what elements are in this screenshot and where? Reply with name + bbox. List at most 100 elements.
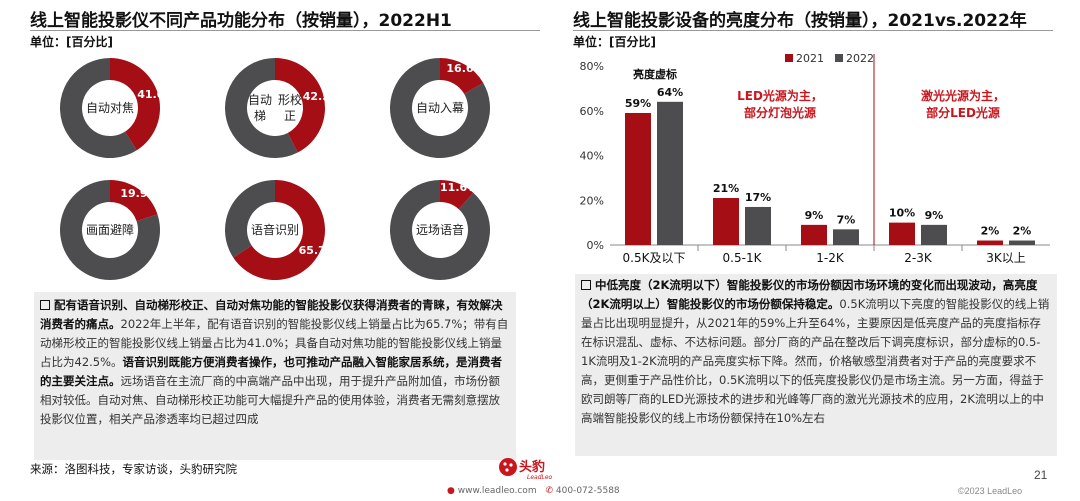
legend-swatch-2022 [835,54,843,62]
donut-value-label: 19.9% [120,186,159,200]
x-tick-label: 1-2K [816,251,845,265]
legend-label: 2022 [846,52,874,65]
x-tick-label: 0.5K及以下 [623,251,686,265]
donut-remainder-slice [59,180,160,280]
donut-label-line: 远场 [415,223,440,237]
donut-chart: 自动 对焦 41.0% [50,48,175,168]
x-tick-label: 3K以上 [986,251,1026,265]
bar-2022 [657,101,683,245]
y-tick-label: 80% [580,60,604,73]
donut-label-line: 语音 [440,223,465,237]
bar-data-label: 2% [1013,225,1032,238]
x-tick-label: 2-3K [904,251,933,265]
x-tick-label: 0.5-1K [723,251,763,265]
left-para2-bold: 语音识别既能方便消费者操作，也可推动产品融入智能家居系统，是消费者的主要关注点。 [40,355,503,388]
checkbox-bullet-icon [581,279,591,290]
bar-data-label: 21% [713,182,739,195]
donut-value-slice [440,58,484,94]
bar-2021 [625,112,651,245]
phone-icon: ✆ [545,486,554,496]
donut-value-slice [110,58,160,151]
bar-data-label: 9% [925,209,944,222]
bar-2021 [889,222,915,245]
donut-value-label: 41.0% [137,88,176,102]
bar-data-label: 59% [625,97,651,110]
donut-value-slice [110,180,158,222]
donut-center-label: 自动 对焦 [80,80,140,136]
left-unit-label: 单位：[百分比] [30,35,113,49]
bar-data-label: 2% [981,225,1000,238]
left-text-box: 配有语音识别、自动梯形校正、自动对焦功能的智能投影仪获得消费者的青睐，有效解决消… [34,292,516,460]
bar-data-label: 9% [805,209,824,222]
bar-2022 [921,224,947,245]
right-panel-title: 线上智能投影设备的亮度分布（按销量），2021vs.2022年 [573,11,1027,31]
left-para2-text: 远场语音在主流厂商的中高端产品中出现，用于提升产品附加值，市场份额相对较低。自动… [40,374,500,426]
bar-2021 [801,224,827,245]
donut-chart: 语音 识别 65.7% [215,170,337,290]
donut-chart: 自动 入幕 16.6% [380,48,500,168]
phone-text: 400-072-5588 [555,486,620,496]
right-unit-label: 单位：[百分比] [573,35,656,49]
y-tick-label: 20% [580,194,604,207]
bar-2021 [713,198,739,245]
leadleo-logo: 头豹 LeadLeo [497,455,561,481]
donut-label-line: 自动梯 [247,93,272,123]
website-text[interactable]: www.leadleo.com [457,486,537,496]
copyright-text: ©2023 LeadLeo [958,486,1023,496]
legend-label: 2021 [796,52,824,65]
donut-label-line: 画面 [85,223,110,237]
donut-value-slice [440,180,474,210]
brightness-bar-chart: 0% 20% 40% 60% 80% 59% 64% 0.5K及以下 21% 17% 0.5-1K 9… [580,52,1050,265]
logo-text: 头豹 [519,459,545,475]
legend-swatch-2021 [785,54,793,62]
bar-2022 [745,206,771,245]
left-para1-text: 2022年上半年，配有语音识别的智能投影仪线上销量占比为65.7%；带有自动梯形… [40,317,509,369]
donut-value-label: 42.5% [302,90,341,104]
donut-center-label: 语音 识别 [245,202,305,258]
globe-icon: ● [447,486,455,496]
donut-label-line: 入幕 [440,101,465,115]
donut-label-line: 自动 [415,101,440,115]
bar-2022 [1009,240,1035,245]
y-tick-label: 0% [587,239,604,252]
annotation-led: LED光源为主， [737,88,823,103]
bar-data-label: 7% [837,213,856,226]
donut-label-line: 避障 [110,223,135,237]
leopard-logo-icon: 头豹 LeadLeo [499,458,553,481]
donut-remainder-slice [59,58,137,158]
donut-center-label: 自动梯 形校正 [245,80,305,136]
donut-value-slice [275,58,325,153]
donut-value-slice [233,180,325,280]
bar-data-label: 64% [657,86,683,99]
annotation-laser: 激光光源为主， [921,88,1005,103]
left-title-divider [30,30,540,31]
donut-value-label: 11.6% [440,180,479,194]
bar-2022 [833,229,859,245]
website-link[interactable]: ● www.leadleo.com ✆ 400-072-5588 [447,486,620,496]
left-para1-bold: 配有语音识别、自动梯形校正、自动对焦功能的智能投影仪获得消费者的青睐，有效解决消… [40,298,503,331]
y-tick-label: 40% [580,150,604,163]
right-para1-bold: 中低亮度（2K流明以下）智能投影仪的市场份额因市场环境的变化而出现波动，高亮度（… [581,278,1038,311]
donut-label-line: 形校正 [277,93,302,123]
annotation-laser: 部分LED光源 [926,105,1000,120]
checkbox-bullet-icon [40,299,50,310]
donut-center-label: 自动 入幕 [410,80,470,136]
donut-label-line: 自动 [85,101,110,115]
donut-chart: 自动梯 形校正 42.5% [215,48,341,168]
donut-label-line: 识别 [275,223,300,237]
right-title-divider [573,30,1053,31]
left-panel-title: 线上智能投影仪不同产品功能分布（按销量），2022H1 [30,11,452,31]
donut-remainder-slice [390,58,490,158]
right-text-box: 中低亮度（2K流明以下）智能投影仪的市场份额因市场环境的变化而出现波动，高亮度（… [575,274,1057,456]
bar-data-label: 17% [745,191,771,204]
donut-remainder-slice [225,58,298,158]
donut-center-label: 画面 避障 [80,202,140,258]
donut-chart: 远场 语音 11.6% [380,170,500,290]
donut-label-line: 对焦 [110,101,135,115]
bar-2021 [977,240,1003,245]
donut-value-label: 65.7% [298,244,337,258]
bar-data-label: 10% [889,207,915,220]
y-tick-label: 60% [580,105,604,118]
annotation-led: 部分灯泡光源 [744,105,816,120]
annotation-brightness-fake: 亮度虚标 [633,67,677,81]
